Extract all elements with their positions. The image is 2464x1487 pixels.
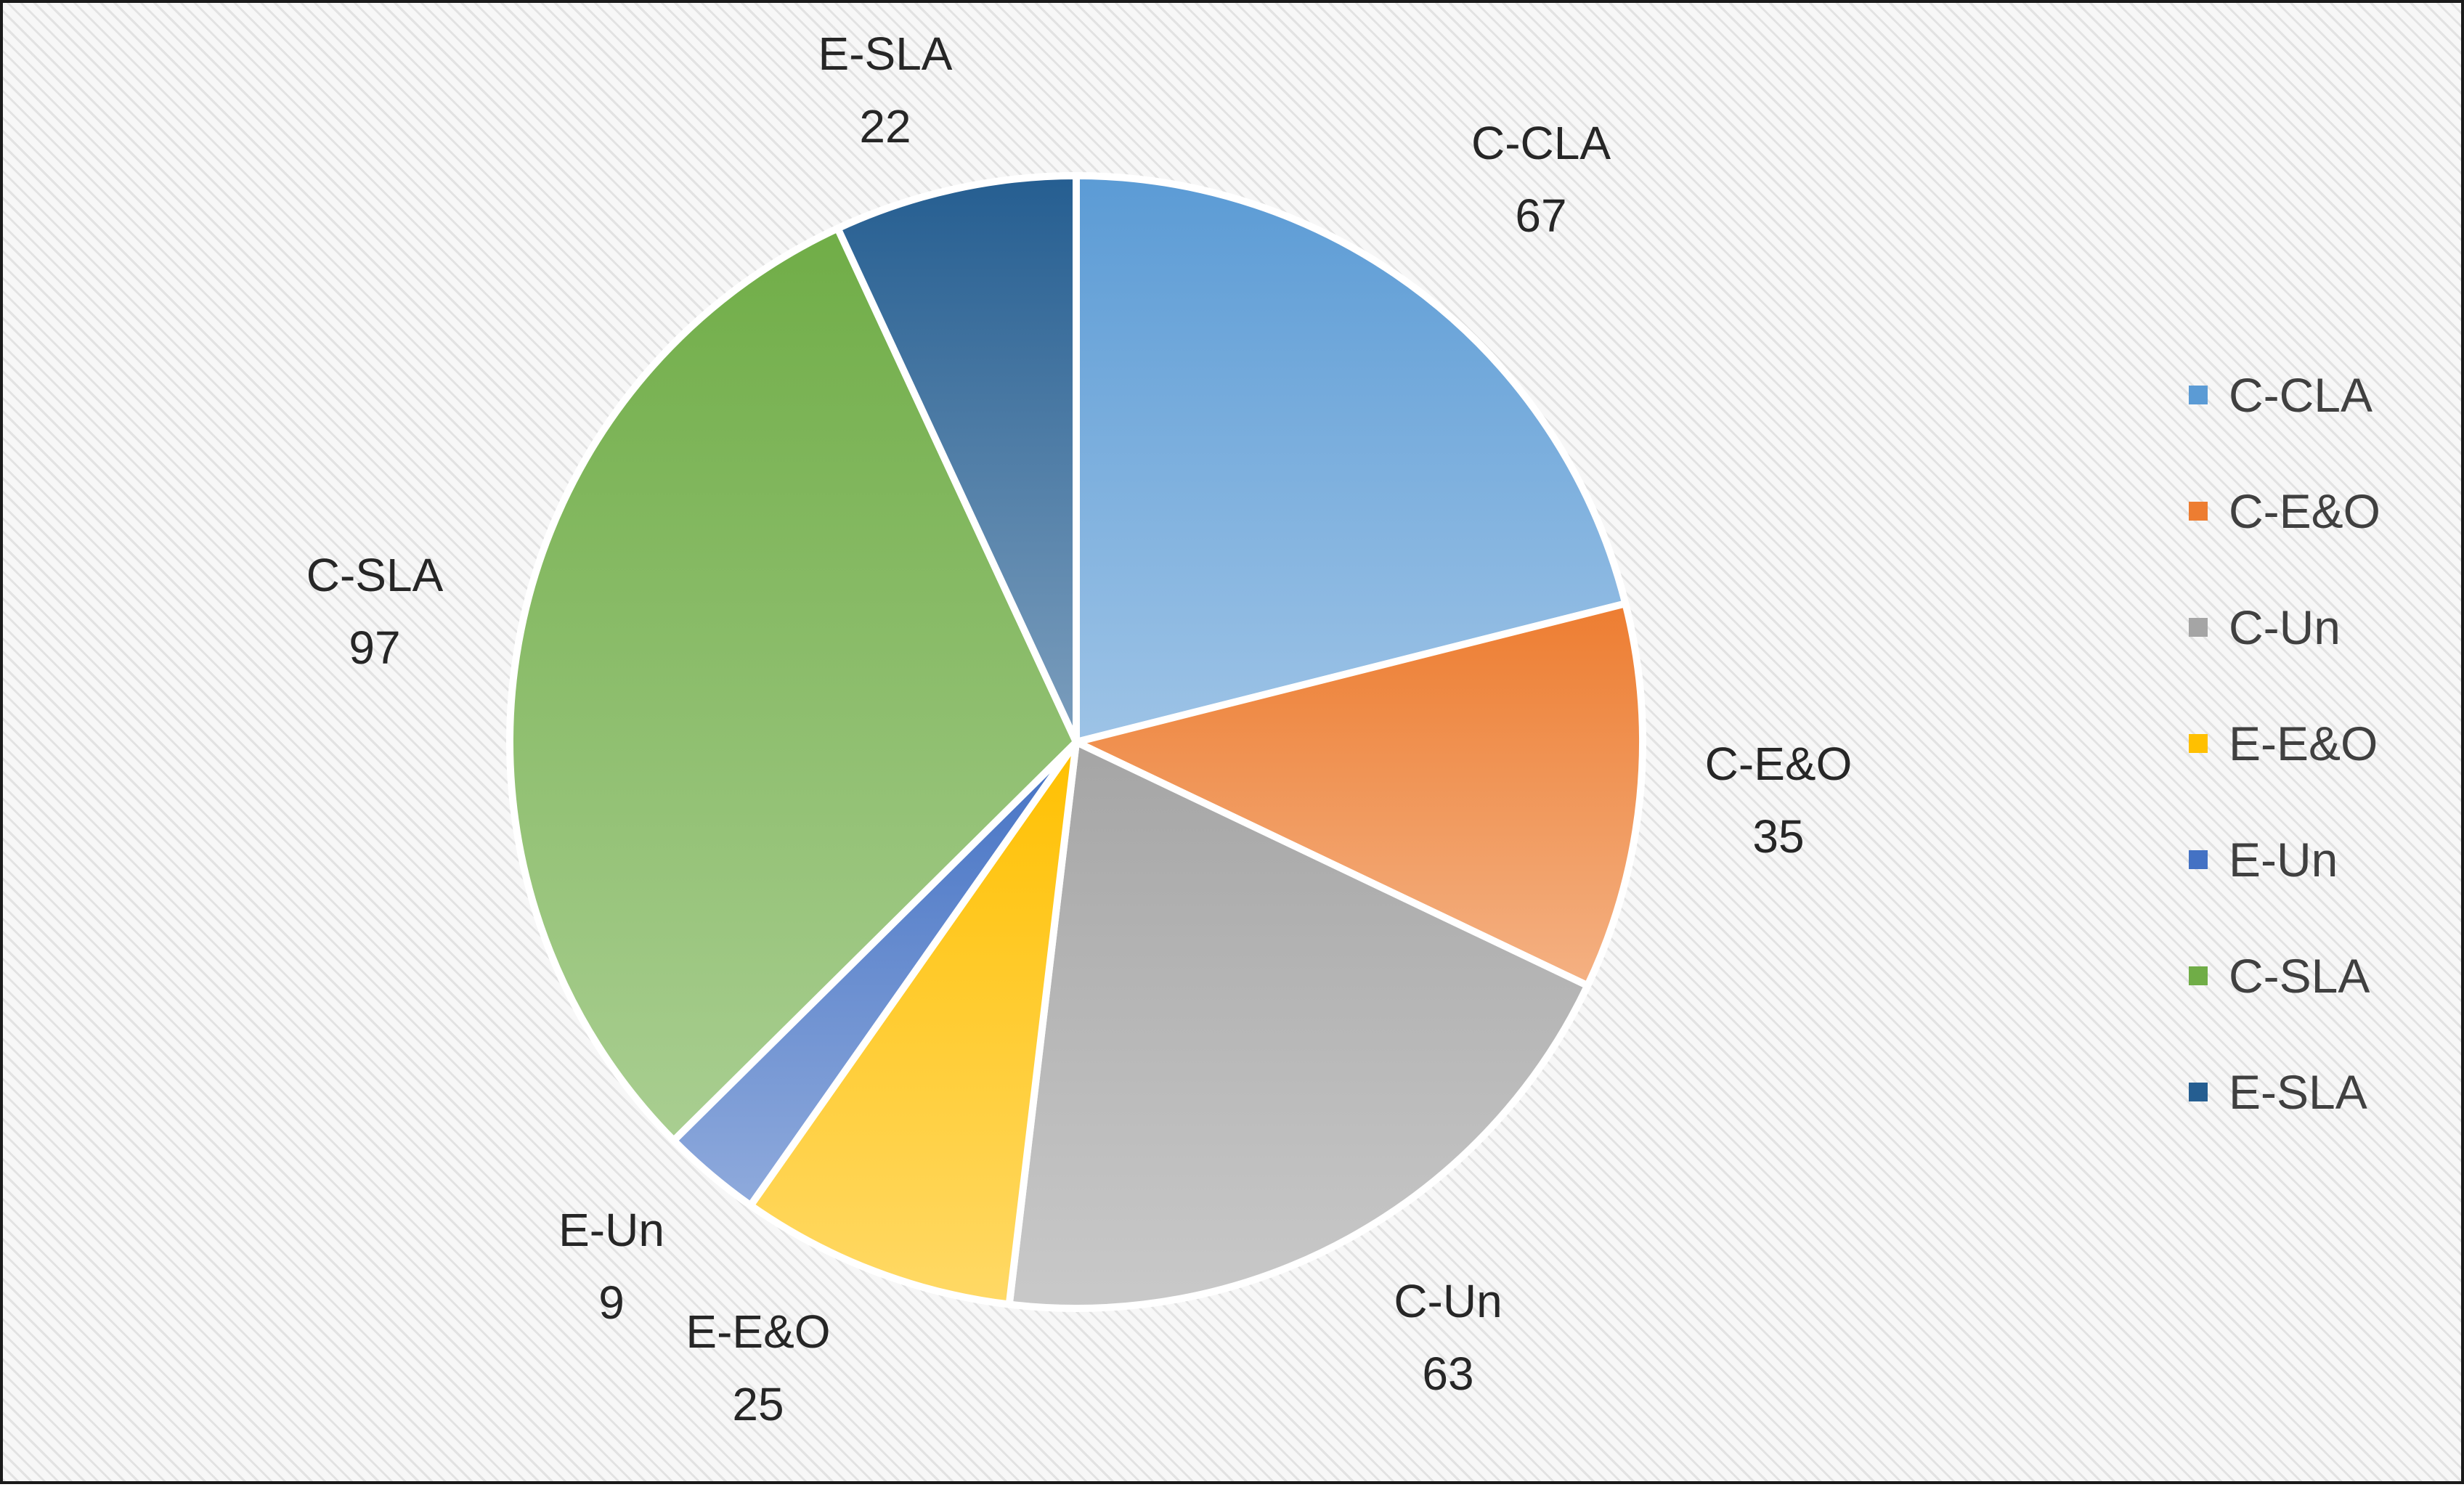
pie-slice-c-eando (1073, 600, 1646, 990)
data-label-name-c-sla: C-SLA (306, 549, 444, 601)
legend-label-e-sla: E-SLA (2229, 1065, 2367, 1119)
pie-chart: C-CLA 67 C-E&O 35 C-Un 63 E-E&O 25 E-Un 9 C-SLA 97 E… (306, 28, 2380, 1430)
pie-slice-c-cla (1073, 172, 1630, 746)
data-label-value-c-un: 63 (1422, 1348, 1473, 1400)
legend: C-CLA C-E&O C-Un E-E&O E-Un C-SLA E-SLA (2189, 368, 2380, 1119)
data-label-name-e-eando: E-E&O (686, 1305, 830, 1358)
pie-slice-e-sla (834, 172, 1080, 746)
legend-swatch-e-sla (2189, 1083, 2208, 1101)
legend-swatch-c-un (2189, 618, 2208, 637)
legend-label-e-eando: E-E&O (2229, 717, 2378, 770)
legend-label-e-un: E-Un (2229, 833, 2338, 887)
pie-slice-c-sla (506, 224, 1080, 1144)
pie-slice-c-un (1005, 738, 1592, 1313)
legend-swatch-c-eando (2189, 502, 2208, 521)
legend-swatch-c-cla (2189, 386, 2208, 404)
data-label-name-c-un: C-Un (1394, 1275, 1502, 1327)
legend-label-c-sla: C-SLA (2229, 949, 2370, 1003)
legend-label-c-un: C-Un (2229, 600, 2341, 654)
data-label-value-c-cla: 67 (1515, 190, 1566, 242)
data-label-value-c-sla: 97 (349, 622, 400, 674)
data-label-value-e-eando: 25 (732, 1378, 784, 1430)
data-label-name-c-cla: C-CLA (1471, 117, 1611, 169)
legend-label-c-cla: C-CLA (2229, 368, 2372, 422)
data-label-name-e-un: E-Un (558, 1204, 664, 1256)
legend-swatch-e-eando (2189, 734, 2208, 753)
data-label-name-c-eando: C-E&O (1705, 738, 1853, 790)
data-label-name-e-sla: E-SLA (818, 28, 953, 80)
data-labels: C-CLA 67 C-E&O 35 C-Un 63 E-E&O 25 E-Un 9 C-SLA 97 E… (306, 28, 1853, 1430)
legend-swatch-c-sla (2189, 966, 2208, 985)
legend-label-c-eando: C-E&O (2229, 484, 2380, 538)
pie-slices (506, 172, 1646, 1313)
data-label-value-e-un: 9 (598, 1276, 625, 1329)
data-label-value-c-eando: 35 (1752, 810, 1804, 863)
pie-slice-e-eando (747, 738, 1080, 1308)
legend-swatch-e-un (2189, 850, 2208, 869)
data-label-value-e-sla: 22 (859, 100, 911, 152)
